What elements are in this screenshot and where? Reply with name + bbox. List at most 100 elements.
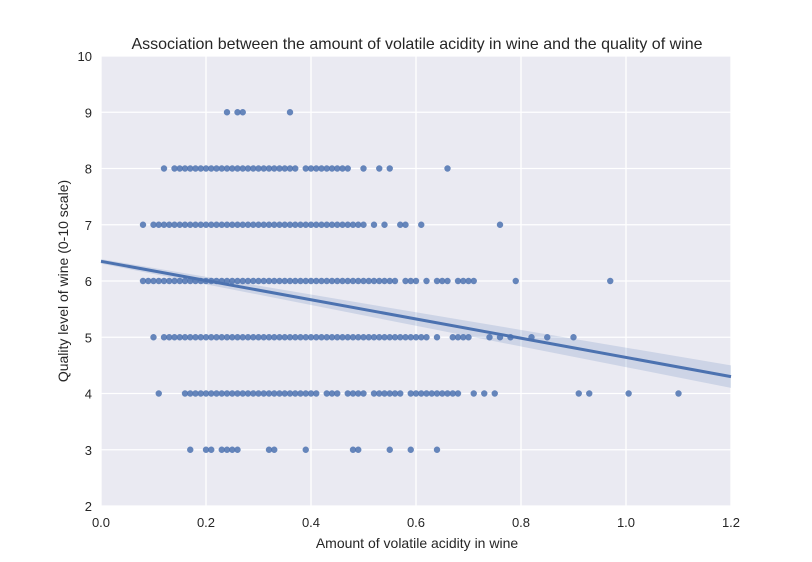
data-point — [407, 446, 414, 453]
data-point — [313, 390, 320, 397]
data-point — [197, 221, 204, 228]
data-point — [397, 221, 404, 228]
data-point — [334, 221, 341, 228]
data-point — [276, 334, 283, 341]
data-point — [208, 446, 215, 453]
y-tick-label: 10 — [78, 49, 92, 64]
data-point — [381, 221, 388, 228]
data-point — [166, 221, 173, 228]
data-point — [397, 390, 404, 397]
data-point — [454, 277, 462, 285]
data-point — [418, 221, 425, 228]
data-point — [460, 277, 467, 285]
data-point — [376, 334, 383, 341]
data-point — [160, 165, 168, 172]
data-point — [234, 277, 241, 285]
data-point — [202, 390, 210, 397]
data-point — [465, 277, 472, 285]
data-point — [402, 334, 409, 341]
data-point — [202, 446, 210, 453]
data-point — [460, 334, 467, 341]
data-point — [349, 390, 357, 397]
data-point — [218, 446, 225, 453]
data-point — [586, 390, 593, 397]
data-point — [491, 390, 498, 397]
x-tick-label: 0.6 — [407, 515, 425, 530]
data-point — [187, 334, 194, 341]
data-point — [355, 221, 362, 228]
data-point — [496, 221, 504, 228]
data-point — [234, 446, 241, 453]
data-point — [302, 165, 309, 172]
data-point — [355, 277, 362, 285]
data-point — [391, 390, 399, 397]
data-point — [386, 165, 393, 172]
data-point — [444, 165, 451, 172]
data-point — [386, 390, 393, 397]
data-point — [166, 334, 173, 341]
data-point — [192, 334, 199, 341]
data-point — [328, 165, 336, 172]
data-point — [365, 334, 372, 341]
data-point — [439, 277, 446, 285]
x-tick-label: 0.0 — [92, 515, 110, 530]
data-point — [339, 334, 346, 341]
data-point — [255, 221, 262, 228]
data-point — [323, 390, 330, 397]
data-point — [444, 390, 451, 397]
x-tick-label: 0.2 — [197, 515, 215, 530]
data-point — [192, 221, 199, 228]
data-point — [402, 277, 409, 285]
data-point — [244, 390, 252, 397]
data-point — [213, 334, 220, 341]
data-point — [328, 277, 336, 285]
data-point — [229, 446, 236, 453]
data-point — [250, 390, 257, 397]
data-point — [465, 334, 472, 341]
data-point — [197, 390, 204, 397]
data-point — [318, 277, 325, 285]
data-point — [229, 277, 236, 285]
data-point — [244, 165, 252, 172]
y-tick-label: 5 — [85, 330, 92, 345]
data-point — [349, 277, 357, 285]
data-point — [265, 277, 273, 285]
data-point — [444, 277, 451, 285]
data-point — [229, 334, 236, 341]
data-point — [271, 277, 278, 285]
data-point — [271, 221, 278, 228]
data-point — [328, 334, 336, 341]
data-point — [271, 165, 278, 172]
data-point — [244, 334, 252, 341]
data-point — [370, 390, 378, 397]
data-point — [297, 334, 304, 341]
data-point — [234, 334, 241, 341]
data-point — [276, 390, 283, 397]
data-point — [339, 221, 346, 228]
data-point — [454, 334, 462, 341]
x-tick-label: 0.8 — [512, 515, 530, 530]
data-point — [570, 334, 577, 341]
data-point — [265, 221, 273, 228]
data-point — [355, 446, 362, 453]
data-point — [187, 390, 194, 397]
data-point — [234, 390, 241, 397]
data-point — [302, 390, 309, 397]
data-point — [208, 390, 215, 397]
data-point — [286, 334, 294, 341]
data-point — [255, 165, 262, 172]
data-point — [433, 390, 441, 397]
y-tick-label: 2 — [85, 499, 92, 514]
data-point — [407, 334, 414, 341]
data-point — [397, 334, 404, 341]
data-point — [486, 334, 493, 341]
data-point — [260, 277, 267, 285]
regression-line — [100, 259, 732, 379]
data-point — [213, 165, 220, 172]
y-tick-label: 3 — [85, 443, 92, 458]
data-point — [297, 277, 304, 285]
data-point — [150, 277, 157, 285]
data-point — [239, 165, 246, 172]
data-point — [412, 277, 420, 285]
data-point — [349, 446, 357, 453]
